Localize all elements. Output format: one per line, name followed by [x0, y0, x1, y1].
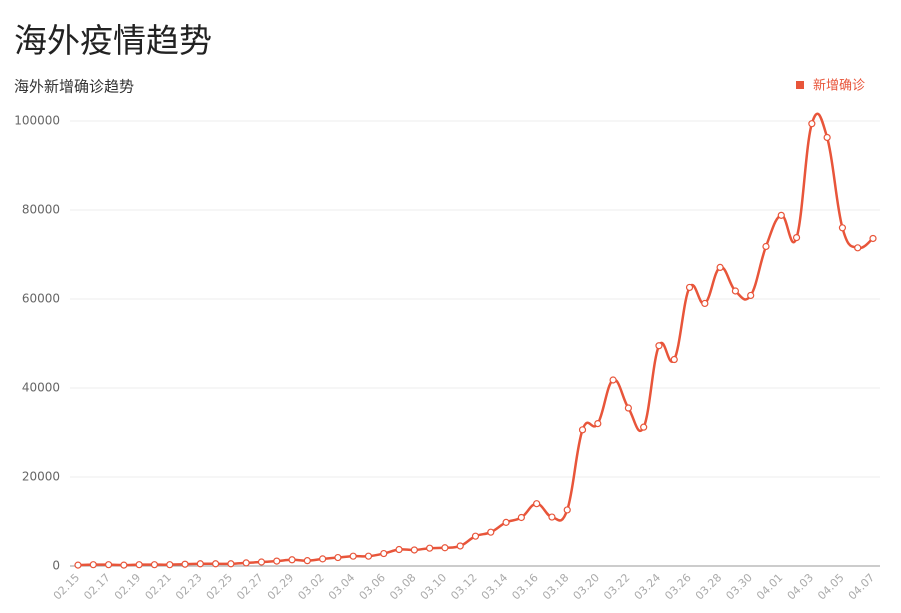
point: [701, 299, 709, 308]
point: [456, 542, 464, 550]
point: [319, 555, 327, 563]
point: [471, 532, 480, 540]
point: [502, 518, 510, 526]
point: [150, 561, 159, 569]
point: [89, 561, 97, 569]
point: [410, 546, 418, 554]
point: [762, 242, 770, 251]
x-tick-label: 03.06: [357, 571, 388, 602]
point: [74, 561, 82, 569]
point: [227, 560, 235, 568]
x-tick-label: 04.05: [815, 571, 846, 602]
point: [303, 557, 311, 565]
point: [685, 283, 694, 292]
y-tick-label: 100000: [14, 114, 60, 128]
point: [716, 263, 724, 272]
point: [731, 287, 740, 295]
point: [548, 513, 556, 521]
x-tick-label: 02.19: [112, 571, 143, 602]
point: [609, 376, 617, 384]
x-tick-label: 03.22: [601, 571, 632, 602]
chart-title: 海外新增确诊趋势: [14, 78, 134, 96]
x-tick-label: 03.30: [723, 571, 754, 602]
point: [166, 561, 174, 569]
point: [273, 557, 281, 565]
point: [211, 560, 220, 568]
x-tick-label: 03.08: [387, 571, 418, 602]
x-tick-label: 03.02: [295, 571, 326, 602]
line: [77, 112, 874, 567]
point: [563, 506, 571, 514]
x-tick-label: 04.03: [785, 571, 816, 602]
point: [838, 224, 847, 232]
x-tick-label: 03.16: [509, 571, 540, 602]
y-tick-label: 60000: [22, 292, 60, 306]
point: [104, 561, 113, 569]
point: [854, 244, 862, 252]
point: [869, 234, 877, 243]
x-tick-label: 03.24: [632, 571, 663, 602]
point: [487, 528, 495, 536]
point: [792, 233, 801, 242]
point: [670, 355, 678, 364]
x-tick-label: 03.28: [693, 571, 724, 602]
point: [777, 211, 785, 219]
point: [808, 120, 816, 128]
x-tick-label: 02.21: [143, 571, 174, 602]
point: [441, 544, 449, 552]
x-tick-label: 03.18: [540, 571, 571, 602]
x-tick-label: 03.04: [326, 571, 357, 602]
x-tick-label: 02.25: [204, 571, 235, 602]
point: [380, 549, 388, 558]
point: [288, 556, 296, 564]
point: [257, 558, 266, 566]
legend-swatch: [796, 81, 804, 89]
y-tick-label: 40000: [22, 381, 60, 395]
point: [395, 545, 403, 554]
x-tick-label: 03.14: [479, 571, 510, 602]
y-tick-label: 20000: [22, 470, 60, 484]
point: [120, 561, 128, 569]
point: [364, 552, 373, 560]
point: [181, 560, 189, 568]
x-tick-label: 03.10: [418, 571, 449, 602]
point: [135, 561, 143, 569]
y-tick-label: 80000: [22, 203, 60, 217]
x-tick-label: 03.26: [662, 571, 693, 602]
x-tick-label: 03.20: [571, 571, 602, 602]
page-title: 海外疫情趋势: [14, 21, 212, 60]
point: [334, 553, 342, 562]
point: [624, 404, 632, 412]
x-tick-label: 02.27: [234, 571, 265, 602]
x-tick-label: 02.17: [81, 571, 112, 602]
x-tick-label: 02.15: [51, 571, 82, 602]
point: [655, 342, 663, 350]
point: [747, 291, 755, 300]
point: [640, 423, 648, 431]
point: [426, 544, 434, 552]
x-tick-label: 03.12: [448, 571, 479, 602]
point: [196, 560, 204, 568]
point: [578, 426, 587, 434]
x-tick-label: 04.07: [846, 571, 877, 602]
point: [594, 420, 602, 428]
x-tick-label: 04.01: [754, 571, 785, 602]
point: [533, 500, 541, 508]
point: [242, 559, 250, 567]
y-tick-label: 0: [52, 559, 60, 573]
point: [349, 552, 357, 560]
point: [517, 513, 525, 522]
legend-label: 新增确诊: [813, 78, 865, 94]
point: [823, 133, 831, 142]
x-tick-label: 02.23: [173, 571, 204, 602]
x-tick-label: 02.29: [265, 571, 296, 602]
